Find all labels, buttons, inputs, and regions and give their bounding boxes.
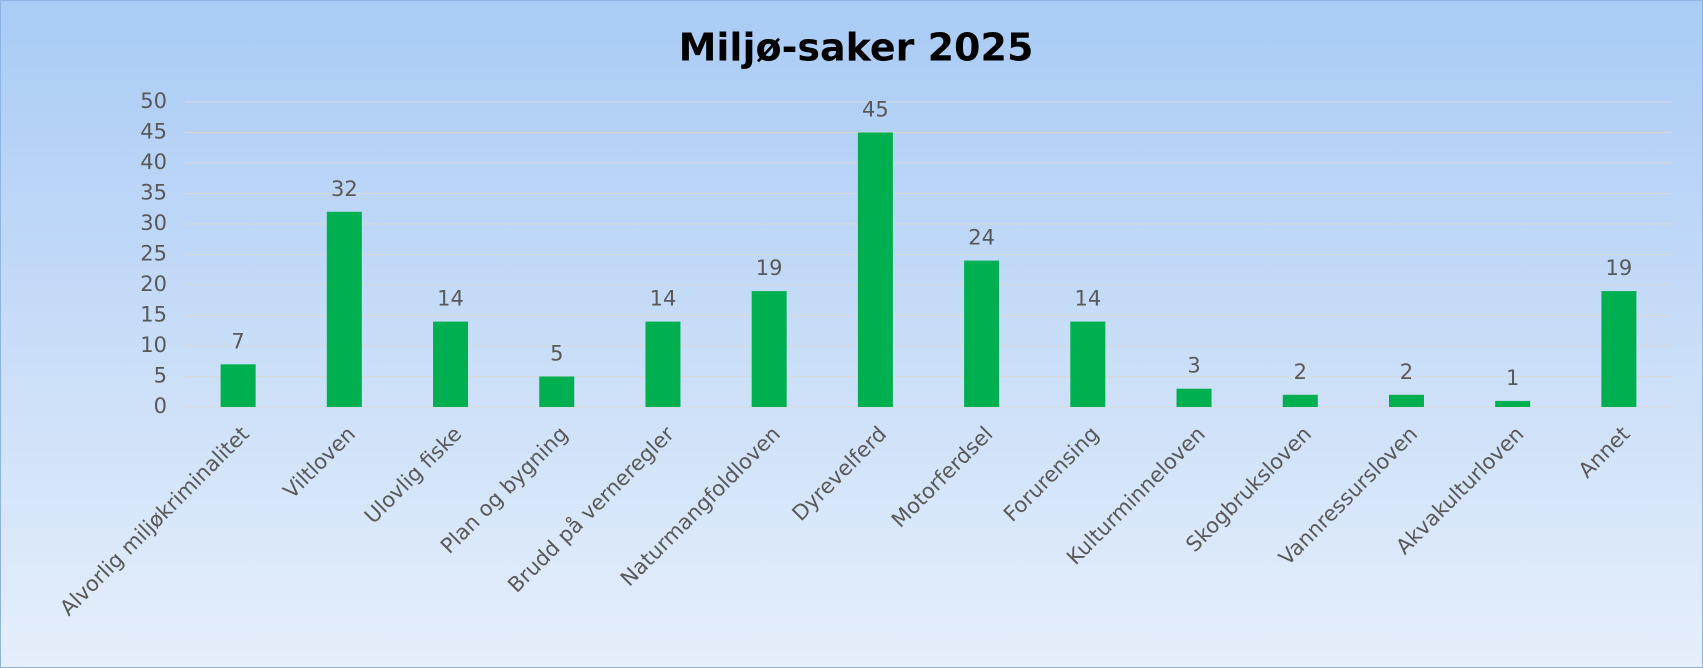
y-tick-label: 15 (140, 303, 167, 327)
y-tick-label: 0 (154, 394, 167, 418)
data-label: 32 (331, 177, 358, 201)
y-tick-label: 5 (154, 364, 167, 388)
y-tick-label: 30 (140, 211, 167, 235)
bar (220, 364, 256, 407)
data-label: 3 (1187, 354, 1200, 378)
bar (326, 211, 362, 407)
data-label: 19 (756, 256, 783, 280)
chart-title: Miljø-saker 2025 (679, 26, 1034, 70)
data-label: 5 (550, 342, 563, 366)
bar (1282, 394, 1318, 407)
bar (645, 321, 681, 407)
bar (433, 321, 469, 407)
bar (751, 291, 787, 407)
data-label: 7 (231, 329, 244, 353)
y-tick-label: 45 (140, 120, 167, 144)
bar (857, 132, 893, 407)
data-label: 14 (1074, 287, 1101, 311)
data-label: 1 (1506, 366, 1519, 390)
bar (1495, 400, 1531, 407)
data-label: 19 (1606, 256, 1633, 280)
bar (539, 376, 575, 407)
y-tick-label: 50 (140, 89, 167, 113)
y-tick-label: 25 (140, 242, 167, 266)
data-label: 14 (650, 287, 677, 311)
y-tick-label: 10 (140, 333, 167, 357)
bar (964, 260, 1000, 407)
data-label: 2 (1400, 360, 1413, 384)
data-label: 2 (1294, 360, 1307, 384)
bar (1388, 394, 1424, 407)
bar (1176, 388, 1212, 407)
y-tick-label: 35 (140, 181, 167, 205)
bar (1070, 321, 1106, 407)
data-label: 24 (968, 226, 995, 250)
y-tick-label: 20 (140, 272, 167, 296)
bar (1601, 291, 1637, 407)
y-tick-label: 40 (140, 150, 167, 174)
data-label: 45 (862, 98, 889, 122)
data-label: 14 (437, 287, 464, 311)
